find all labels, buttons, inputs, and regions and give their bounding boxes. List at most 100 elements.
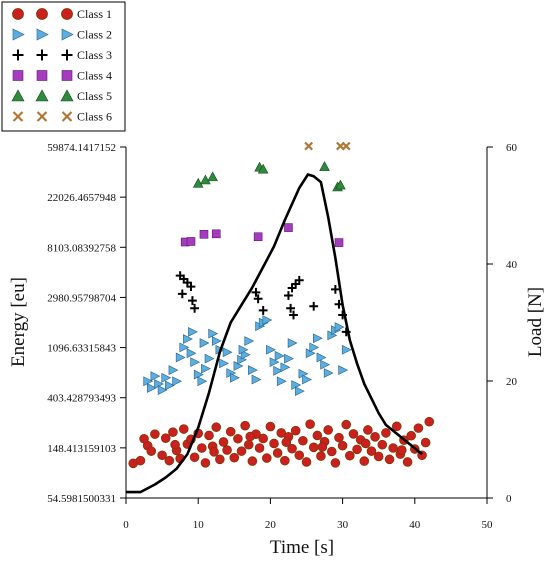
legend-marker (11, 89, 25, 102)
y2-tick-labels: 0 20 40 60 (506, 142, 518, 505)
data-point (211, 229, 221, 239)
data-point (146, 446, 157, 456)
data-point (316, 451, 326, 461)
legend-label: Class 5 (77, 89, 112, 103)
data-point (305, 419, 315, 429)
points-layer (128, 141, 435, 469)
data-point (248, 365, 258, 375)
legend-entry: Class 4 (12, 69, 112, 83)
data-point (312, 430, 323, 441)
data-point (323, 368, 334, 378)
data-point (269, 357, 280, 368)
data-point (150, 371, 161, 382)
x-tick-label: 50 (482, 519, 494, 531)
data-point (326, 446, 337, 457)
data-point (406, 430, 416, 441)
load-curve (126, 173, 423, 494)
data-point (204, 353, 215, 364)
data-point (170, 439, 180, 450)
data-point (420, 437, 431, 448)
data-point (276, 376, 287, 387)
x-tick-label: 10 (193, 519, 205, 531)
data-point (262, 315, 273, 325)
data-point (168, 427, 178, 437)
data-point (225, 426, 236, 437)
data-point (317, 442, 328, 452)
data-point (341, 141, 351, 151)
data-point (188, 326, 198, 337)
legend-entry: Class 2 (12, 28, 112, 42)
data-point (334, 322, 345, 332)
data-point (168, 365, 179, 375)
y-tick-label: 1096.63315843 (47, 343, 116, 355)
data-point (341, 344, 352, 355)
y2-tick-label: 60 (506, 142, 518, 154)
data-point (175, 352, 186, 363)
data-point (200, 174, 211, 185)
data-point (287, 443, 297, 454)
data-point (284, 353, 294, 364)
data-point (199, 338, 210, 348)
data-point (377, 439, 388, 450)
data-point (391, 421, 402, 432)
data-point (366, 446, 377, 456)
data-point (186, 348, 197, 359)
legend-entry: Class 3 (12, 48, 112, 62)
data-point (258, 306, 268, 315)
data-point (294, 275, 304, 285)
series-6 (304, 141, 351, 151)
data-point (424, 416, 435, 427)
data-point (218, 437, 229, 447)
x-tick-labels: 0 10 20 30 40 50 (123, 519, 493, 531)
data-point (323, 425, 333, 435)
data-point (359, 456, 370, 466)
plot-frame (125, 147, 488, 499)
legend-label: Class 1 (77, 7, 112, 21)
legend-label: Class 3 (77, 48, 112, 62)
x-tick-label: 20 (265, 519, 277, 531)
data-point (309, 342, 320, 353)
data-point (164, 455, 175, 466)
data-point (338, 365, 349, 375)
legend-marker (12, 28, 25, 41)
data-point (269, 438, 279, 449)
data-point (313, 333, 323, 344)
legend-marker (61, 8, 73, 20)
data-point (207, 171, 218, 182)
data-point (219, 358, 229, 369)
data-point (308, 442, 319, 453)
data-point (177, 289, 187, 299)
data-point (192, 177, 204, 188)
data-point (319, 161, 330, 171)
data-point (373, 451, 384, 462)
data-point (240, 420, 250, 431)
data-point (345, 450, 355, 461)
data-point (189, 452, 200, 463)
data-point (281, 437, 292, 448)
data-point (183, 334, 193, 344)
legend-marker (61, 70, 73, 81)
legend-marker (12, 8, 24, 20)
y2-axis-title: Load [N] (525, 287, 546, 357)
data-point (298, 435, 308, 446)
data-point (197, 443, 207, 453)
data-point (286, 303, 296, 313)
data-point (253, 294, 263, 304)
data-point (335, 179, 346, 190)
data-point (363, 425, 373, 435)
data-point (204, 430, 214, 441)
data-point (190, 303, 199, 313)
series-1 (128, 416, 435, 469)
data-point (247, 456, 258, 466)
data-point (236, 446, 247, 456)
x-axis-title: Time [s] (270, 537, 334, 558)
y2-tick-label: 20 (506, 376, 518, 388)
data-point (222, 347, 233, 358)
y-axis-title: Energy [eu] (8, 277, 29, 367)
data-point (402, 457, 413, 467)
data-point (302, 374, 312, 385)
y-tick-label: 2980.95798704 (47, 292, 116, 304)
data-point (172, 376, 183, 387)
legend-marker (12, 70, 24, 81)
